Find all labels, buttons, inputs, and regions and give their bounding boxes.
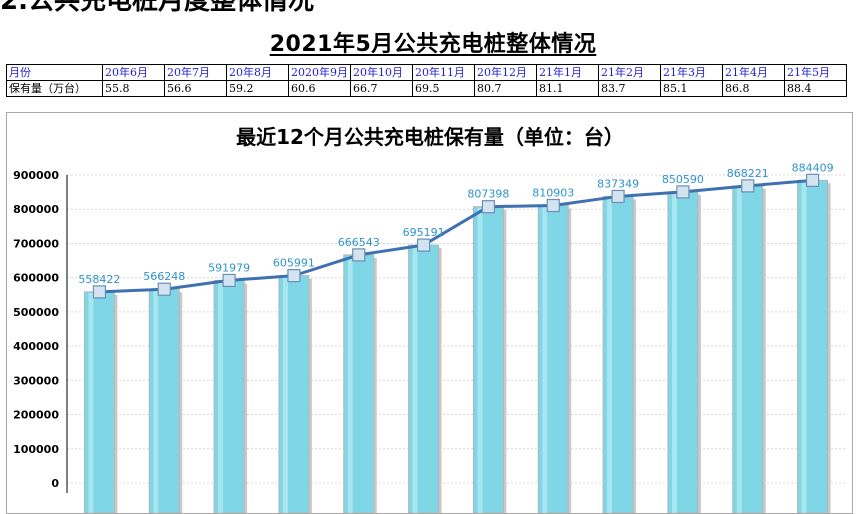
table-header-cell: 21年3月 [660,64,723,81]
data-label: 807398 [467,188,509,201]
data-label: 810903 [532,186,574,199]
page-title: 2021年5月公共充电桩整体情况 [269,32,597,57]
table-cell: 66.7 [350,80,413,97]
table-header-cell: 2020年9月 [288,64,351,81]
table-header-cell: 20年11月 [412,64,475,81]
data-label: 837349 [597,177,639,190]
table-row-label: 保有量（万台） [6,80,103,97]
data-label: 868221 [727,167,769,180]
summary-table: 月份 20年6月 20年7月 20年8月 2020年9月 20年10月 20年11月 20年… [6,64,847,97]
table-header-cell: 21年1月 [536,64,599,81]
bar-highlight [412,246,418,513]
table-header-cell: 21年4月 [722,64,785,81]
data-label: 666543 [338,236,380,249]
table-header-cell: 20年8月 [226,64,289,81]
chart: 最近12个月公共充电桩保有量（单位：台） 0 100000 200000 300000… [13,125,845,513]
bar-highlight [347,255,353,513]
chart-panel: 最近12个月公共充电桩保有量（单位：台） 0 100000 200000 300000… [6,112,853,514]
bar-highlight [282,276,288,513]
table-cell: 69.5 [412,80,475,97]
line-marker [352,248,366,262]
y-tick-label: 600000 [13,272,59,285]
y-tick-label: 200000 [13,409,59,422]
y-tick-label: 100000 [13,443,59,456]
table-cell: 60.6 [288,80,351,97]
y-tick-label: 400000 [13,340,59,353]
section-heading: 2.公共充电桩月度整体情况 [0,0,314,16]
line-marker [481,200,496,214]
bar-highlight [218,281,224,513]
table-header-cell: 21年5月 [784,64,847,81]
table-cell: 59.2 [226,80,289,97]
bar-highlight [671,192,677,513]
table-cell: 81.1 [536,80,599,97]
series-line [99,178,813,294]
line-marker [805,173,820,187]
bar-highlight [736,186,742,513]
table-cell: 56.6 [164,80,227,97]
data-label: 850590 [662,173,704,186]
table-cell: 55.8 [102,80,165,97]
table-cell: 86.8 [722,80,785,97]
y-tick-label: 0 [51,477,59,490]
bar-highlight [153,290,159,513]
y-tick-label: 300000 [13,374,59,387]
line-marker [157,282,171,296]
table-header-cell: 20年7月 [164,64,227,81]
data-label: 566248 [143,270,185,283]
data-label: 591979 [208,261,250,274]
table-cell: 85.1 [660,80,723,97]
y-tick-label: 700000 [13,237,59,250]
bar-highlight [477,207,483,513]
table-cell: 88.4 [784,80,847,97]
line-marker [611,189,625,204]
table-cell: 80.7 [474,80,537,97]
table-header-cell: 21年2月 [598,64,661,81]
bar-highlight [607,197,613,513]
chart-title: 最近12个月公共充电桩保有量（单位：台） [236,125,624,149]
table-header-row: 月份 20年6月 20年7月 20年8月 2020年9月 20年10月 20年11月 20年… [6,64,847,81]
data-label: 884409 [792,161,834,174]
data-label: 558422 [78,273,120,286]
line-marker [546,198,560,213]
line-marker [741,179,755,193]
line-marker [222,273,236,288]
table-header-cell: 20年10月 [350,64,413,81]
line-marker [676,185,690,199]
bar-highlight [801,181,807,513]
y-tick-label: 800000 [13,203,59,216]
table-row: 保有量（万台） 55.8 56.6 59.2 60.6 66.7 69.5 80.7 81.1… [6,80,847,97]
y-tick-label: 900000 [13,169,59,182]
table-header-cell: 20年12月 [474,64,537,81]
table-row-label: 月份 [6,64,103,81]
data-label: 605991 [273,257,315,270]
bar-highlight [88,292,94,513]
y-tick-label: 500000 [13,306,59,319]
table-header-cell: 20年6月 [102,64,165,81]
line-marker [92,285,107,299]
line-marker [416,238,431,252]
line-marker [287,269,301,283]
data-label: 695191 [403,226,445,239]
table-cell: 83.7 [598,80,661,97]
bar-highlight [542,206,548,513]
